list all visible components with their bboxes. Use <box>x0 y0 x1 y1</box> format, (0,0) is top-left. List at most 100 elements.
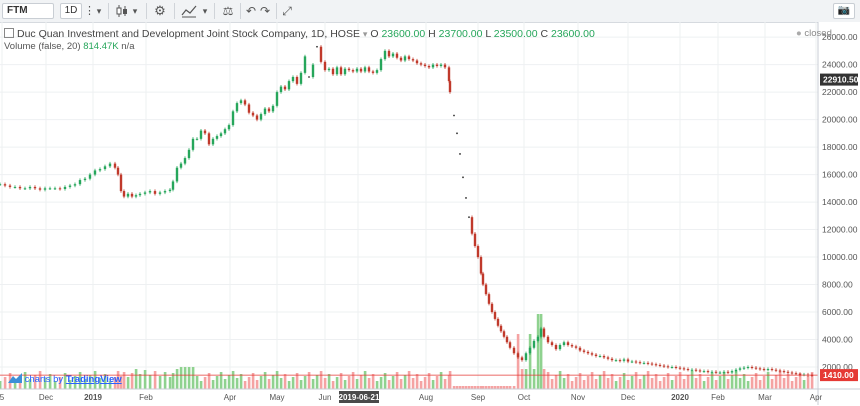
volume-bar <box>726 379 730 389</box>
volume-bar <box>93 371 97 389</box>
candle-body <box>722 371 726 373</box>
candle-body <box>666 366 670 368</box>
price-dot <box>465 197 467 199</box>
candle-body <box>116 167 120 175</box>
volume-bar <box>411 378 415 389</box>
y-tick-label: 24000.00 <box>822 60 858 70</box>
candle-body <box>267 108 271 112</box>
compare-icon[interactable]: ⚖ <box>222 4 234 18</box>
volume-bar <box>443 379 447 389</box>
volume-bar <box>48 374 52 389</box>
candle-body <box>586 351 590 354</box>
candle-body <box>399 57 403 61</box>
volume-bar <box>207 373 211 389</box>
candle-body <box>642 362 646 364</box>
candle-body <box>363 67 367 72</box>
candle-body <box>143 192 147 194</box>
candle-body <box>371 71 375 73</box>
volume-bar <box>251 373 255 389</box>
undo-icon[interactable]: ↶ <box>245 4 257 18</box>
candles-style-icon[interactable] <box>114 3 130 19</box>
candle-body <box>303 56 307 73</box>
candle-body <box>614 360 618 362</box>
candle-body <box>502 331 506 337</box>
volume-bar <box>283 374 287 389</box>
candle-body <box>774 369 778 371</box>
candle-body <box>626 359 630 362</box>
price-dot <box>468 216 470 219</box>
candle-body <box>415 60 419 64</box>
candle-body <box>58 188 62 190</box>
indicators-dropdown-icon[interactable]: ▾ <box>202 6 208 16</box>
volume-bar <box>143 370 147 389</box>
volume-bar <box>754 373 758 389</box>
candle-body <box>431 64 435 68</box>
candle-body <box>199 130 203 139</box>
redo-icon[interactable]: ↷ <box>259 4 271 18</box>
volume-bar <box>694 378 698 389</box>
candle-body <box>103 166 107 170</box>
volume-bar <box>722 372 726 389</box>
candle-body <box>148 191 152 193</box>
volume-bar <box>148 375 152 389</box>
volume-bar <box>750 377 754 389</box>
volume-bar <box>682 379 686 389</box>
candle-body <box>18 186 22 189</box>
current-price-badge <box>820 369 858 382</box>
candle-body <box>470 217 474 234</box>
volume-bar <box>183 367 187 389</box>
volume-bar <box>798 373 802 389</box>
candle-body <box>355 68 359 72</box>
settings-gear-icon[interactable]: ⚙ <box>154 3 166 18</box>
volume-bar <box>698 374 702 389</box>
candle-body <box>798 373 802 375</box>
candle-body <box>153 191 157 194</box>
volume-bar <box>634 372 638 389</box>
volume-bar <box>455 386 459 389</box>
more-intervals-icon[interactable]: ⋮ <box>84 5 95 17</box>
x-tick-label: Feb <box>711 393 725 402</box>
volume-bar <box>116 371 120 389</box>
volume-bar <box>658 381 662 389</box>
volume-bar <box>774 375 778 389</box>
volume-bar <box>130 373 134 389</box>
fullscreen-icon[interactable]: ⤢ <box>282 4 292 18</box>
volume-bars <box>0 314 814 389</box>
candle-body <box>367 67 371 72</box>
symbol-search-input[interactable]: FTM <box>2 3 54 19</box>
y-tick-label: 12000.00 <box>822 225 858 235</box>
collapse-legend-icon[interactable] <box>4 28 14 38</box>
candle-body <box>359 68 363 72</box>
volume-bar <box>746 381 750 389</box>
volume-bar <box>710 373 714 389</box>
candle-body <box>403 56 407 61</box>
volume-bar <box>367 378 371 389</box>
candle-body <box>3 184 7 186</box>
price-dot <box>459 153 461 155</box>
volume-bar <box>287 381 291 389</box>
interval-button[interactable]: 1D <box>60 3 82 19</box>
candle-body <box>758 368 762 370</box>
symbol-title: Duc Quan Investment and Development Join… <box>17 28 360 40</box>
volume-bar <box>431 380 435 389</box>
volume-bar <box>802 380 806 389</box>
x-tick-label: Jun <box>319 393 332 402</box>
candle-body <box>678 367 682 369</box>
volume-bar <box>461 386 465 389</box>
snapshot-camera-icon[interactable]: 📷 <box>833 3 855 19</box>
volume-bar <box>3 377 7 389</box>
style-dropdown-icon[interactable]: ▾ <box>132 6 138 16</box>
candle-body <box>271 105 275 112</box>
price-axis: 26000.00 24000.00 22000.00 20000.00 18000.00… <box>817 22 860 405</box>
title-dropdown-icon[interactable]: ▾ <box>362 29 368 39</box>
volume-bar <box>339 373 343 389</box>
volume-value: 814.47K <box>83 41 119 52</box>
candle-body <box>706 371 710 373</box>
volume-bar <box>343 380 347 389</box>
tradingview-watermark[interactable]: charts by TradingView <box>8 373 122 385</box>
price-chart[interactable]: 26000.00 24000.00 22000.00 20000.00 18000.00… <box>0 22 860 406</box>
indicators-icon[interactable] <box>180 3 198 19</box>
candle-body <box>654 364 658 366</box>
candle-body <box>78 180 82 185</box>
interval-dropdown-icon[interactable]: ▾ <box>96 6 102 16</box>
